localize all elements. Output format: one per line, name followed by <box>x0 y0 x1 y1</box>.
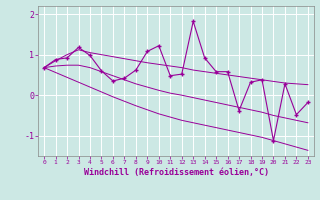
X-axis label: Windchill (Refroidissement éolien,°C): Windchill (Refroidissement éolien,°C) <box>84 168 268 177</box>
